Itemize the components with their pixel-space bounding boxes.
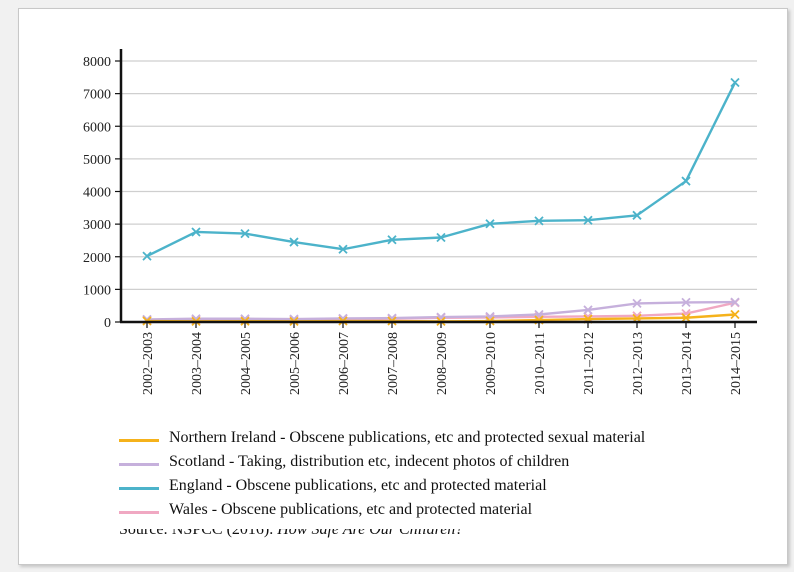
y-axis-ticks: 0 1000 2000 3000 4000 5000 6000 7000 8000 bbox=[83, 55, 121, 331]
x-axis-ticks: 2002–2003 2003–2004 2004–2005 2005–2006 2006… bbox=[141, 322, 744, 395]
y-tick-label: 4000 bbox=[83, 186, 111, 201]
data-point bbox=[730, 297, 740, 307]
data-point bbox=[240, 228, 250, 239]
source-note: Source: NSPCC (2016). How Safe Are Our C… bbox=[119, 529, 679, 539]
data-point bbox=[632, 210, 642, 220]
legend-label: Scotland - Taking, distribution etc, ind… bbox=[169, 453, 570, 470]
series-2 bbox=[142, 77, 740, 261]
x-tick-label: 2007–2008 bbox=[386, 332, 401, 395]
y-tick-label: 1000 bbox=[83, 283, 111, 298]
x-tick-label: 2009–2010 bbox=[484, 332, 499, 395]
x-tick-label: 2006–2007 bbox=[337, 332, 352, 395]
y-tick-label: 8000 bbox=[83, 55, 111, 70]
legend-swatch bbox=[119, 511, 159, 514]
y-tick-label: 6000 bbox=[83, 120, 111, 135]
data-point bbox=[534, 216, 544, 226]
legend-item: England - Obscene publications, etc and … bbox=[119, 477, 779, 501]
data-point bbox=[681, 297, 691, 308]
line-chart: 0 1000 2000 3000 4000 5000 6000 7000 8000 2002–2… bbox=[83, 49, 757, 395]
legend-item: Wales - Obscene publications, etc and pr… bbox=[119, 501, 779, 525]
x-tick-label: 2002–2003 bbox=[141, 332, 156, 395]
legend-label: England - Obscene publications, etc and … bbox=[169, 477, 547, 494]
data-point bbox=[289, 237, 299, 247]
x-tick-label: 2003–2004 bbox=[190, 332, 205, 395]
data-point bbox=[142, 251, 152, 261]
source-prefix: Source: NSPCC (2016). bbox=[119, 529, 278, 538]
series-lines bbox=[142, 77, 740, 326]
data-point bbox=[583, 305, 593, 315]
data-point bbox=[730, 77, 740, 88]
series-line bbox=[146, 81, 737, 258]
legend-item: Northern Ireland - Obscene publications,… bbox=[119, 429, 779, 453]
data-point bbox=[338, 244, 348, 254]
legend-swatch bbox=[119, 439, 159, 442]
data-point bbox=[632, 298, 642, 309]
source-title: How Safe Are Our Children? bbox=[277, 529, 464, 538]
x-tick-label: 2014–2015 bbox=[729, 332, 744, 395]
data-point bbox=[681, 176, 691, 186]
data-point bbox=[681, 313, 691, 323]
y-tick-label: 3000 bbox=[83, 218, 111, 233]
x-tick-label: 2013–2014 bbox=[680, 332, 695, 395]
legend-swatch bbox=[119, 463, 159, 466]
y-tick-label: 2000 bbox=[83, 251, 111, 266]
chart-card: 0 1000 2000 3000 4000 5000 6000 7000 8000 2002–2… bbox=[18, 8, 788, 565]
grid-lines bbox=[121, 60, 757, 291]
legend-label: Northern Ireland - Obscene publications,… bbox=[169, 429, 646, 446]
series-1 bbox=[142, 297, 740, 325]
x-tick-label: 2004–2005 bbox=[239, 332, 254, 395]
y-tick-label: 0 bbox=[104, 316, 111, 331]
data-point bbox=[387, 235, 397, 245]
legend-label: Wales - Obscene publications, etc and pr… bbox=[169, 501, 533, 518]
x-tick-label: 2011–2012 bbox=[582, 332, 597, 394]
x-tick-label: 2012–2013 bbox=[631, 332, 646, 395]
legend-item: Scotland - Taking, distribution etc, ind… bbox=[119, 453, 779, 477]
x-tick-label: 2010–2011 bbox=[533, 332, 548, 394]
data-point bbox=[583, 215, 593, 225]
legend-swatch bbox=[119, 487, 159, 490]
data-point bbox=[436, 232, 446, 243]
y-tick-label: 5000 bbox=[83, 153, 111, 168]
legend: Northern Ireland - Obscene publications,… bbox=[119, 429, 779, 525]
data-point bbox=[730, 309, 740, 320]
data-point bbox=[485, 219, 495, 229]
x-tick-label: 2005–2006 bbox=[288, 332, 303, 395]
x-tick-label: 2008–2009 bbox=[435, 332, 450, 395]
y-tick-label: 7000 bbox=[83, 88, 111, 103]
data-point bbox=[191, 227, 201, 237]
